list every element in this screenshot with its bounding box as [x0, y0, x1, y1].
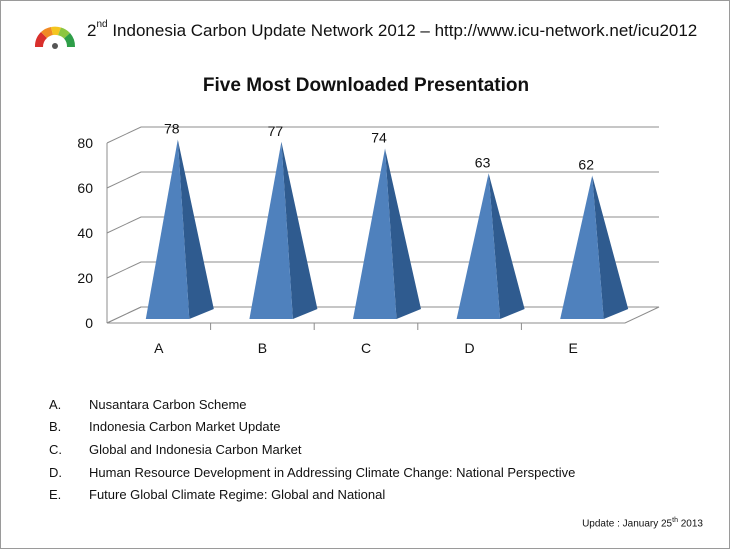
category-legend: A. Nusantara Carbon Scheme B. Indonesia Ca… [49, 393, 575, 506]
pyramid-bar-side [488, 173, 525, 319]
gridline [106, 126, 659, 144]
chart-floor [106, 306, 660, 324]
chart-title: Five Most Downloaded Presentation [202, 75, 530, 96]
legend-letter: E. [49, 487, 62, 503]
y-tick-label: 20 [77, 270, 93, 286]
pyramid-bar [145, 139, 190, 319]
x-tick-label: D [465, 340, 475, 356]
legend-item-e: E. Future Global Climate Regime: Global a… [49, 483, 575, 506]
legend-label: Indonesia Carbon Market Update [89, 419, 281, 435]
pyramid-bar-side [281, 141, 318, 319]
data-label: 78 [164, 121, 180, 137]
x-tick-label: B [258, 340, 267, 356]
legend-letter: B. [49, 419, 62, 435]
legend-label: Human Resource Development in Addressing… [89, 464, 576, 480]
pyramid-bar [353, 148, 397, 319]
legend-letter: D. [49, 464, 62, 480]
pyramid-bar-side [177, 139, 214, 319]
pyramid-bar-side [592, 175, 629, 319]
legend-label: Future Global Climate Regime: Global and… [89, 487, 386, 503]
pyramid-bar [249, 141, 293, 319]
pyramid-bar [456, 173, 501, 319]
legend-item-d: D. Human Resource Development in Addressi… [49, 461, 575, 484]
pyramid-bar-side [385, 148, 421, 319]
gridline [106, 171, 659, 189]
y-tick-label: 60 [77, 180, 93, 196]
update-date: Update : January 25th 2013 [582, 516, 703, 529]
x-tick-label: C [361, 340, 371, 356]
data-label: 62 [578, 157, 594, 173]
y-tick-label: 40 [77, 225, 93, 241]
legend-item-b: B. Indonesia Carbon Market Update [49, 416, 575, 439]
x-tick-label: A [154, 340, 164, 356]
pyramid-bar [560, 175, 604, 319]
x-tick-label: E [569, 340, 578, 356]
header-title: 2nd Indonesia Carbon Update Network 2012… [87, 19, 698, 40]
legend-letter: A. [49, 396, 62, 412]
y-tick-label: 80 [77, 135, 93, 151]
y-tick-label: 0 [85, 315, 93, 331]
legend-item-a: A. Nusantara Carbon Scheme [49, 393, 575, 416]
legend-label: Nusantara Carbon Scheme [89, 396, 247, 412]
data-label: 74 [371, 130, 387, 146]
legend-letter: C. [49, 441, 62, 457]
data-label: 63 [475, 154, 491, 170]
rainbow-gauge-logo [34, 26, 76, 49]
legend-item-c: C. Global and Indonesia Carbon Market [49, 438, 575, 461]
pyramid-bar-chart: 0 20 40 60 80 78 A 77 B 74 C 63 D 62 E [77, 121, 660, 356]
legend-label: Global and Indonesia Carbon Market [89, 441, 302, 457]
data-label: 77 [268, 123, 284, 139]
